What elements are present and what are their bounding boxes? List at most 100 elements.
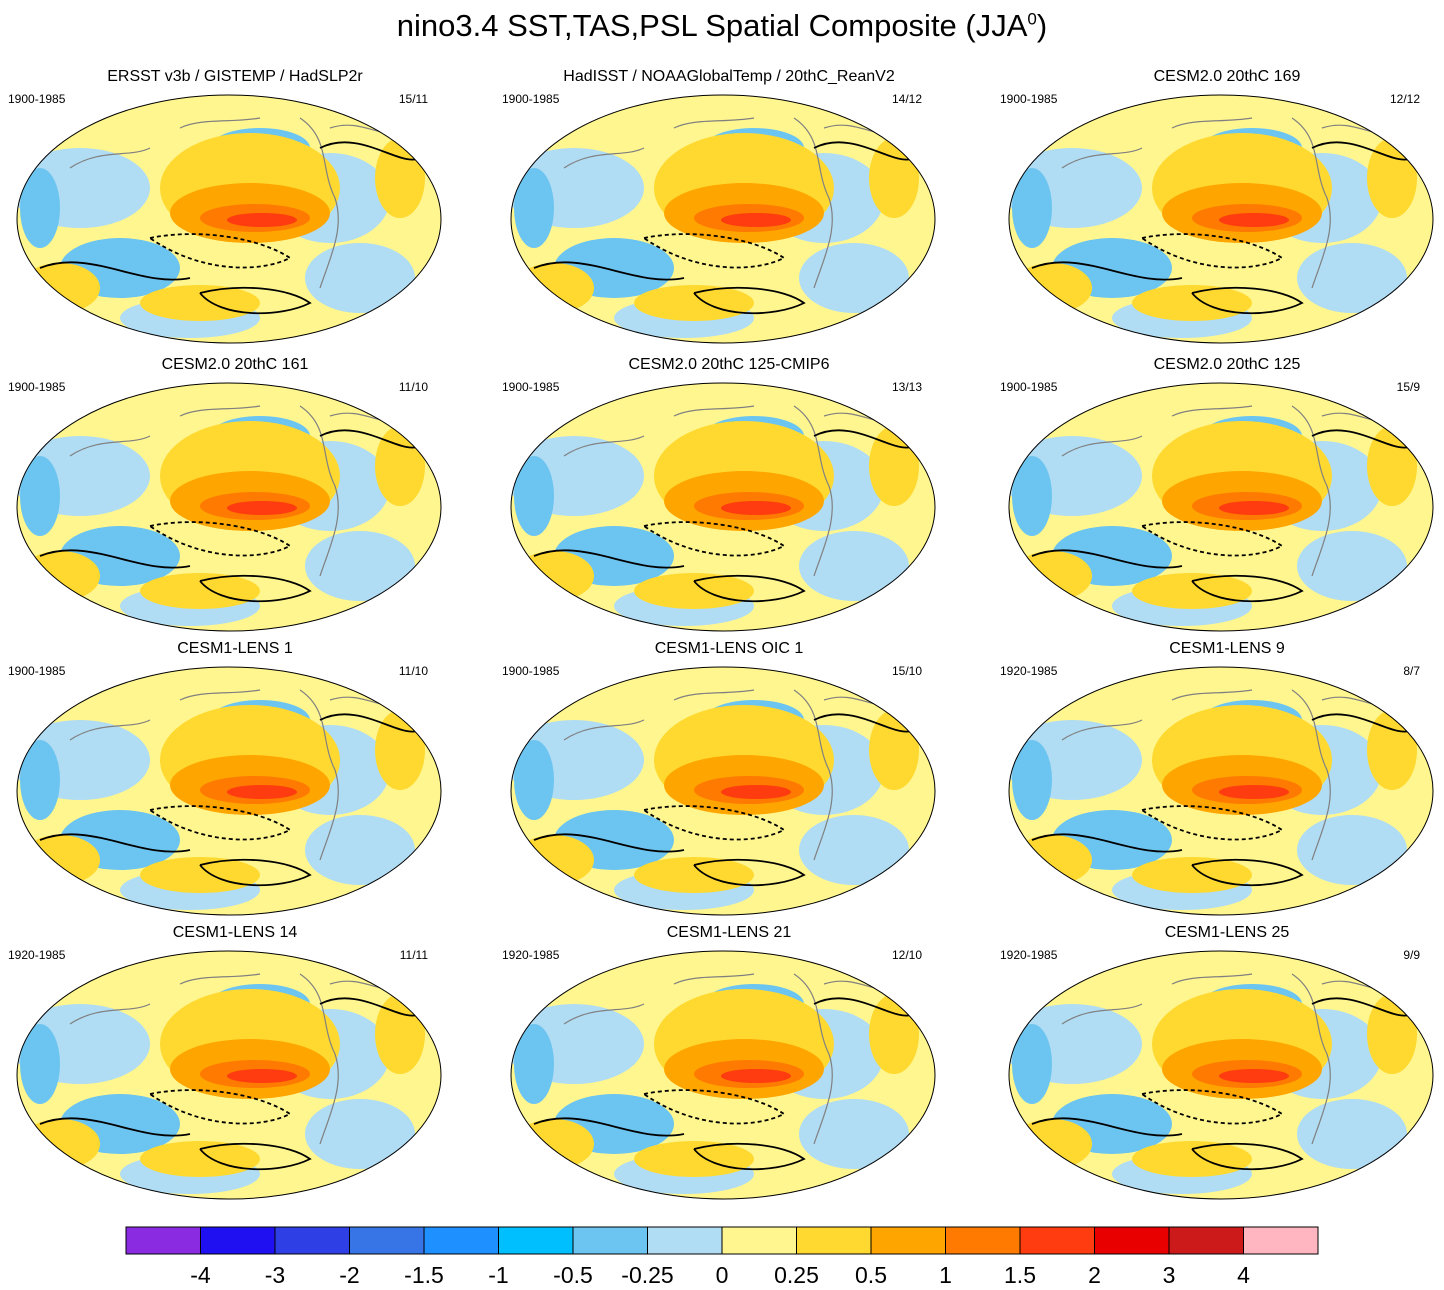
anomaly-region <box>1297 815 1407 885</box>
psl-contour <box>39 833 191 853</box>
colorbar-swatch <box>1168 1226 1244 1255</box>
map-border <box>16 950 442 1200</box>
panel-period: 1900-1985 <box>502 92 560 106</box>
anomaly-region <box>1012 835 1092 885</box>
map-panel: CESM1-LENS OIC 1 1900-1985 15/10 <box>494 640 964 925</box>
coastline <box>673 117 755 129</box>
anomaly-region <box>20 835 100 885</box>
panel-title: HadISST / NOAAGlobalTemp / 20thC_ReanV2 <box>563 68 895 85</box>
panel-period: 1900-1985 <box>502 664 560 678</box>
coastline <box>1061 147 1143 169</box>
map-panel: CESM1-LENS 9 1920-1985 8/7 <box>992 640 1444 925</box>
anomaly-region <box>869 994 919 1074</box>
psl-contour <box>39 549 191 569</box>
psl-contour <box>1031 549 1183 569</box>
psl-contour <box>1141 1089 1284 1125</box>
panel-period: 1900-1985 <box>8 380 66 394</box>
coastline <box>1061 435 1143 457</box>
panel-period: 1900-1985 <box>8 92 66 106</box>
map-border <box>510 382 936 632</box>
coastline <box>69 1003 151 1025</box>
panel-title: ERSST v3b / GISTEMP / HadSLP2r <box>107 68 363 85</box>
panel-title: CESM2.0 20thC 169 <box>1153 68 1301 85</box>
psl-contour <box>319 713 421 733</box>
anomaly-region <box>799 243 909 313</box>
psl-contour <box>533 833 685 853</box>
psl-contour <box>319 429 421 449</box>
anomaly-region <box>375 138 425 218</box>
psl-contour <box>199 1142 312 1171</box>
anomaly-region <box>514 168 554 248</box>
map-panel: CESM1-LENS 1 1900-1985 11/10 <box>0 640 470 925</box>
colorbar-swatch <box>125 1226 201 1255</box>
psl-contour <box>1191 1142 1304 1171</box>
psl-contour <box>1031 261 1183 281</box>
anomaly-region <box>20 456 60 536</box>
anomaly-map <box>16 666 442 916</box>
panel-period: 1900-1985 <box>1000 380 1058 394</box>
coastline <box>299 117 339 289</box>
map-border <box>1008 950 1434 1200</box>
psl-contour <box>1311 429 1413 449</box>
colorbar-tick-label: -0.5 <box>553 1262 593 1288</box>
colorbar-swatch <box>274 1226 350 1255</box>
coastline <box>179 405 261 417</box>
coastline <box>673 973 755 985</box>
colorbar-swatch <box>1094 1226 1170 1255</box>
psl-contour <box>1031 833 1183 853</box>
coastline <box>299 973 339 1145</box>
map-border <box>1008 94 1434 344</box>
anomaly-region <box>514 835 594 885</box>
map-panel: CESM2.0 20thC 161 1900-1985 11/10 <box>0 356 470 641</box>
anomaly-region <box>1132 285 1252 321</box>
panel-title: CESM1-LENS 21 <box>666 924 792 941</box>
psl-contour <box>1311 713 1413 733</box>
anomaly-region <box>634 573 754 609</box>
anomaly-map <box>16 94 442 344</box>
anomaly-region <box>20 740 60 820</box>
colorbar-tick-label: 3 <box>1162 1262 1176 1288</box>
psl-contour <box>319 997 421 1017</box>
panel-period: 1920-1985 <box>502 948 560 962</box>
psl-contour <box>39 261 191 281</box>
anomaly-region <box>1219 785 1289 799</box>
psl-contour <box>813 141 915 161</box>
anomaly-region <box>20 168 60 248</box>
psl-contour <box>149 233 292 269</box>
anomaly-region <box>140 857 260 893</box>
psl-contour <box>1031 1117 1183 1137</box>
psl-contour <box>533 261 685 281</box>
colorbar-tick-label: 4 <box>1237 1262 1250 1288</box>
map-border <box>510 950 936 1200</box>
coastline <box>793 405 833 577</box>
anomaly-region <box>140 573 260 609</box>
colorbar <box>125 1226 1319 1255</box>
colorbar-tick-label: 0 <box>715 1262 729 1288</box>
anomaly-region <box>1297 243 1407 313</box>
coastline <box>1171 405 1253 417</box>
map-border <box>16 666 442 916</box>
psl-contour <box>533 549 685 569</box>
anomaly-region <box>634 285 754 321</box>
anomaly-region <box>1012 740 1052 820</box>
panel-period: 1900-1985 <box>8 664 66 678</box>
anomaly-region <box>1012 1119 1092 1169</box>
panel-event-count: 12/10 <box>891 948 922 962</box>
anomaly-region <box>305 1099 415 1169</box>
psl-contour <box>149 1089 292 1125</box>
anomaly-region <box>721 213 791 227</box>
colorbar-tick-label: 1 <box>939 1262 952 1288</box>
coastline <box>563 435 645 457</box>
anomaly-region <box>305 531 415 601</box>
map-panel: CESM2.0 20thC 125 1900-1985 15/9 <box>992 356 1444 641</box>
panel-period: 1900-1985 <box>502 380 560 394</box>
psl-contour <box>319 141 421 161</box>
colorbar-tick-label: 2 <box>1088 1262 1101 1288</box>
psl-contour <box>813 429 915 449</box>
colorbar-tick-label: -2 <box>339 1262 360 1288</box>
anomaly-region <box>514 740 554 820</box>
psl-contour <box>199 574 312 603</box>
anomaly-region <box>799 531 909 601</box>
anomaly-region <box>1219 213 1289 227</box>
anomaly-region <box>20 263 100 313</box>
